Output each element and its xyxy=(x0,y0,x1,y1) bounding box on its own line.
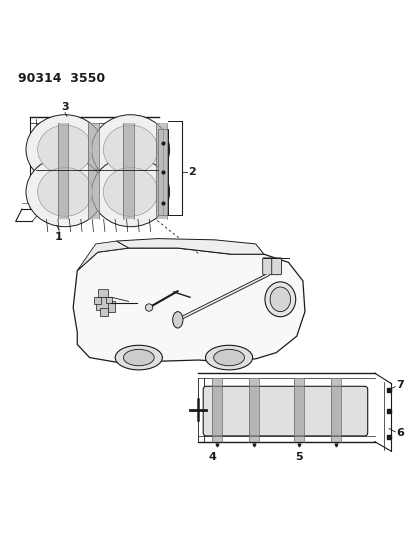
Ellipse shape xyxy=(123,349,154,366)
Ellipse shape xyxy=(173,312,183,328)
Bar xyxy=(249,378,259,442)
Bar xyxy=(98,289,108,297)
Ellipse shape xyxy=(206,345,253,370)
Bar xyxy=(294,378,304,442)
Ellipse shape xyxy=(38,167,92,216)
Ellipse shape xyxy=(26,157,104,227)
Text: 6: 6 xyxy=(396,427,404,438)
Text: 1: 1 xyxy=(55,232,63,241)
Ellipse shape xyxy=(92,157,170,227)
Ellipse shape xyxy=(265,282,296,317)
Text: 5: 5 xyxy=(295,453,303,462)
Ellipse shape xyxy=(92,115,170,184)
Text: 7: 7 xyxy=(396,381,404,391)
Ellipse shape xyxy=(26,115,104,184)
Ellipse shape xyxy=(103,125,158,174)
Bar xyxy=(88,123,99,219)
Bar xyxy=(158,129,168,215)
FancyBboxPatch shape xyxy=(272,258,282,274)
Ellipse shape xyxy=(214,349,244,366)
Ellipse shape xyxy=(103,167,158,216)
Ellipse shape xyxy=(145,304,153,311)
Bar xyxy=(94,297,101,304)
Bar xyxy=(123,123,134,219)
Bar xyxy=(100,308,108,316)
Polygon shape xyxy=(77,241,128,271)
FancyBboxPatch shape xyxy=(203,386,368,436)
Ellipse shape xyxy=(38,125,92,174)
Ellipse shape xyxy=(270,287,291,312)
Text: 90314  3550: 90314 3550 xyxy=(18,71,105,85)
Bar xyxy=(212,378,222,442)
Bar xyxy=(156,123,167,219)
Text: 2: 2 xyxy=(188,167,196,177)
Bar xyxy=(57,123,68,219)
Bar xyxy=(108,301,115,312)
Ellipse shape xyxy=(115,345,162,370)
Polygon shape xyxy=(116,239,264,254)
Bar xyxy=(106,297,112,303)
Polygon shape xyxy=(73,248,305,363)
FancyBboxPatch shape xyxy=(263,258,273,274)
Bar xyxy=(96,297,112,310)
Bar xyxy=(331,378,341,442)
Text: 3: 3 xyxy=(61,102,69,112)
Text: 4: 4 xyxy=(209,453,216,462)
